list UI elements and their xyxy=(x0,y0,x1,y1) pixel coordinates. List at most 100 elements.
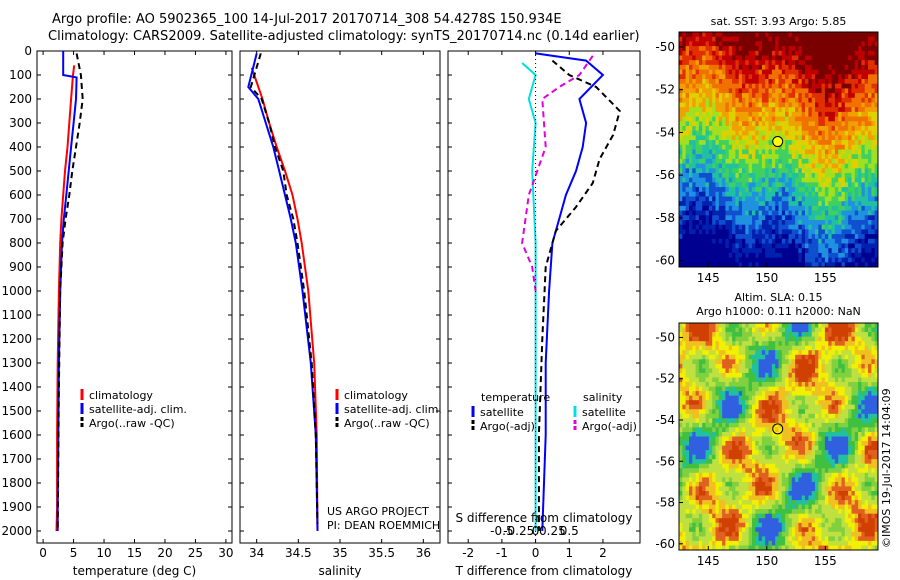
map-cell xyxy=(828,50,833,56)
map-cell xyxy=(768,55,773,61)
map-cell xyxy=(718,163,723,169)
map-cell xyxy=(851,177,856,183)
map-cell xyxy=(775,149,779,155)
map-cell xyxy=(788,363,793,369)
map-cell xyxy=(851,345,856,351)
map-cell xyxy=(788,88,793,94)
map-cell xyxy=(705,182,710,188)
map-cell xyxy=(864,93,869,99)
map-cell xyxy=(858,395,862,401)
map-cell xyxy=(695,187,700,193)
map-cell xyxy=(824,79,829,85)
map-cell xyxy=(742,224,746,230)
map-cell xyxy=(708,196,713,202)
map-cell xyxy=(811,368,816,374)
map-cell xyxy=(765,201,769,207)
map-cell xyxy=(738,413,743,419)
map-cell xyxy=(755,234,760,240)
map-cell xyxy=(815,64,819,71)
map-cell xyxy=(838,130,842,136)
map-cell xyxy=(682,116,687,122)
map-cell xyxy=(821,220,826,226)
map-cell xyxy=(818,163,823,169)
map-cell xyxy=(801,382,806,387)
map-cell xyxy=(854,427,859,433)
map-cell xyxy=(771,32,776,38)
map-cell xyxy=(778,121,783,127)
map-cell xyxy=(871,229,876,235)
map-cell xyxy=(738,262,743,268)
map-cell xyxy=(815,336,819,342)
map-cell xyxy=(858,386,862,392)
map-cell xyxy=(748,372,753,378)
map-cell xyxy=(848,149,852,155)
map-cell xyxy=(871,427,876,433)
map-cell xyxy=(795,238,799,244)
map-cell xyxy=(844,215,849,221)
map-cell xyxy=(781,107,786,113)
annotation-text: PI: DEAN ROEMMICH xyxy=(327,519,440,532)
map-cell xyxy=(815,341,819,347)
map-cell xyxy=(818,130,823,136)
map-cell xyxy=(851,126,856,132)
map-cell xyxy=(758,257,763,263)
map-cell xyxy=(715,116,720,122)
map-cell xyxy=(831,50,836,56)
map-cell xyxy=(718,372,723,378)
map-cell xyxy=(838,215,842,221)
map-cell xyxy=(788,441,793,446)
map-cell xyxy=(765,177,769,183)
map-cell xyxy=(705,257,710,263)
map-cell xyxy=(712,36,716,42)
map-cell xyxy=(828,215,833,221)
map-cell xyxy=(775,391,779,397)
map-cell xyxy=(854,32,859,38)
map-cell xyxy=(858,144,862,150)
map-cell xyxy=(702,191,706,197)
map-cell xyxy=(841,441,846,446)
map-cell xyxy=(718,395,723,401)
map-cell xyxy=(831,93,836,99)
map-cell xyxy=(848,182,852,188)
map-cell xyxy=(695,163,700,169)
map-cell xyxy=(874,413,879,419)
map-cell xyxy=(808,46,813,52)
map-cell xyxy=(874,102,879,108)
map-cell xyxy=(735,163,740,169)
map-cell xyxy=(682,177,687,183)
map-cell xyxy=(768,350,773,356)
map-cell xyxy=(818,196,823,202)
map-cell xyxy=(768,400,773,406)
map-cell xyxy=(824,64,829,71)
map-cell xyxy=(775,248,779,254)
map-cell xyxy=(798,382,803,387)
map-cell xyxy=(788,182,793,188)
map-cell xyxy=(874,354,879,360)
map-cell xyxy=(682,201,687,207)
map-cell xyxy=(752,345,756,351)
map-cell xyxy=(758,121,763,127)
map-cell xyxy=(841,224,846,230)
map-cell xyxy=(798,196,803,202)
map-cell xyxy=(808,196,813,202)
map-cell xyxy=(824,41,829,47)
map-cell xyxy=(738,432,743,437)
map-cell xyxy=(778,363,783,369)
map-cell xyxy=(715,220,720,226)
map-cell xyxy=(821,130,826,136)
map-cell xyxy=(715,229,720,235)
map-cell xyxy=(771,350,776,356)
map-cell xyxy=(834,409,839,415)
map-cell xyxy=(871,182,876,188)
map-cell xyxy=(808,327,813,333)
map-cell xyxy=(778,418,783,424)
difference-profile: -2 -1 0 1 2T difference from climatology-0.5… xyxy=(447,50,641,578)
y-tick-label: -60 xyxy=(655,254,675,268)
map-cell xyxy=(838,55,842,61)
map-cell xyxy=(821,196,826,202)
map-cell xyxy=(801,409,806,415)
map-cell xyxy=(732,64,736,71)
map-cell xyxy=(824,262,829,268)
map-cell xyxy=(828,140,833,146)
map-cell xyxy=(791,154,796,160)
